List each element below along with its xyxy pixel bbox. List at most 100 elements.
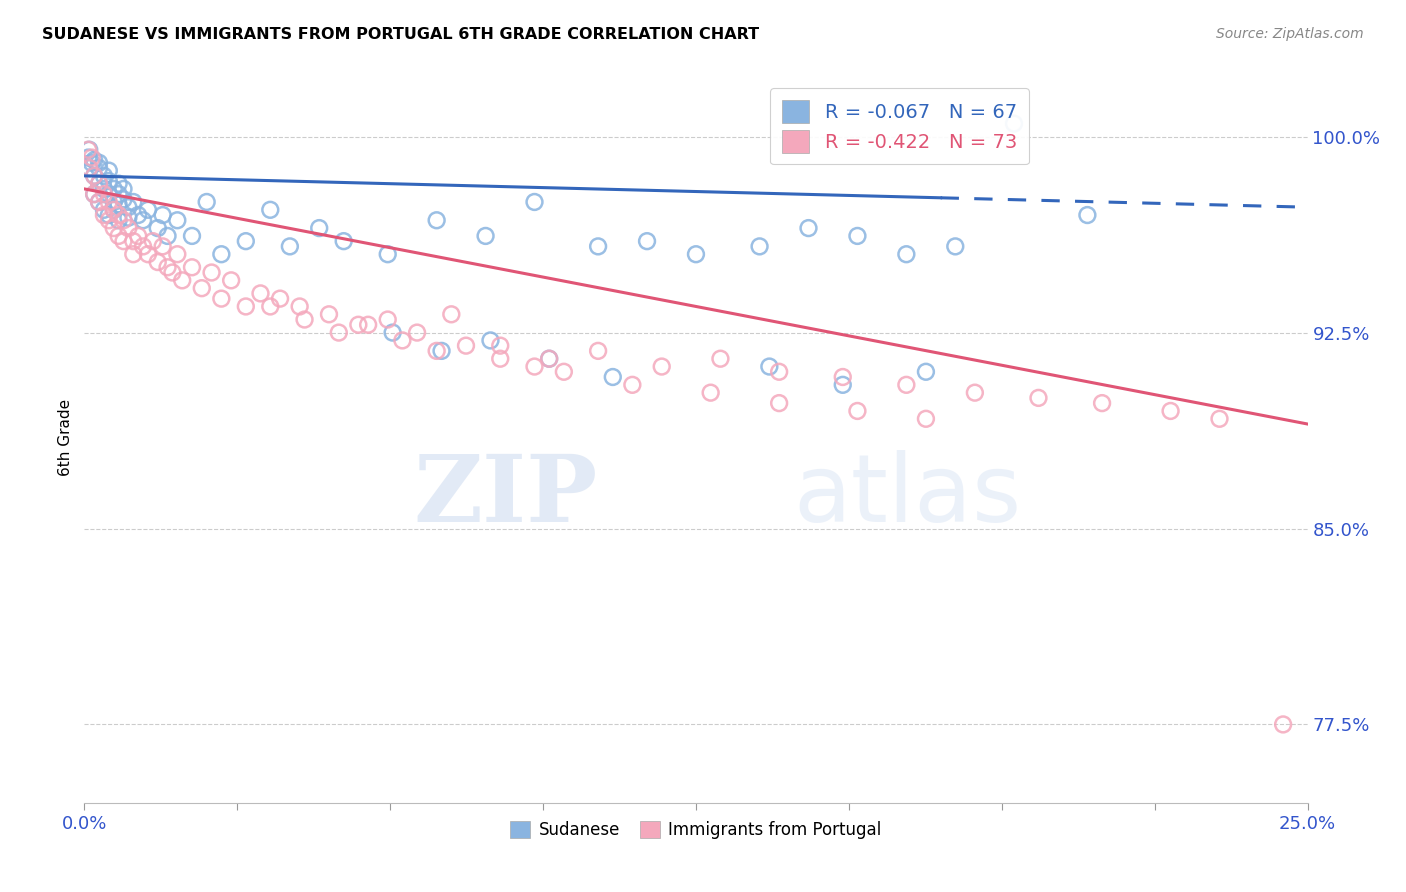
Point: [127, 208, 149, 222]
Point: [1160, 404, 1182, 418]
Point: [127, 228, 149, 243]
Point: [1028, 391, 1050, 405]
Point: [87, 194, 110, 209]
Point: [107, 187, 129, 202]
Point: [553, 365, 575, 379]
Point: [122, 194, 145, 209]
Point: [156, 260, 179, 275]
Point: [103, 194, 125, 209]
Point: [93, 169, 115, 183]
Point: [107, 197, 129, 211]
Point: [651, 359, 673, 374]
Point: [77, 161, 100, 175]
Point: [748, 239, 770, 253]
Point: [943, 239, 966, 253]
Point: [278, 239, 301, 253]
Point: [391, 334, 413, 348]
Point: [107, 213, 129, 227]
Point: [846, 228, 869, 243]
Point: [621, 377, 644, 392]
Point: [915, 365, 938, 379]
Point: [103, 221, 125, 235]
Point: [93, 182, 115, 196]
Text: atlas: atlas: [794, 450, 1022, 541]
Point: [117, 211, 139, 225]
Point: [83, 153, 105, 168]
Point: [259, 202, 281, 217]
Point: [112, 213, 135, 227]
Point: [83, 187, 105, 202]
Point: [103, 202, 125, 217]
Point: [489, 338, 512, 352]
Point: [259, 300, 281, 314]
Point: [831, 377, 853, 392]
Point: [97, 213, 120, 227]
Point: [107, 228, 129, 243]
Y-axis label: 6th Grade: 6th Grade: [58, 399, 73, 475]
Point: [77, 151, 100, 165]
Point: [440, 307, 463, 321]
Point: [474, 228, 496, 243]
Point: [797, 221, 820, 235]
Point: [332, 234, 354, 248]
Point: [768, 396, 790, 410]
Point: [142, 234, 165, 248]
Point: [172, 273, 194, 287]
Point: [146, 255, 169, 269]
Point: [209, 292, 232, 306]
Point: [87, 161, 110, 175]
Point: [709, 351, 731, 366]
Text: SUDANESE VS IMMIGRANTS FROM PORTUGAL 6TH GRADE CORRELATION CHART: SUDANESE VS IMMIGRANTS FROM PORTUGAL 6TH…: [42, 27, 759, 42]
Point: [166, 247, 188, 261]
Point: [219, 273, 242, 287]
Point: [523, 359, 546, 374]
Point: [685, 247, 707, 261]
Point: [209, 247, 232, 261]
Point: [103, 182, 125, 196]
Point: [97, 174, 120, 188]
Point: [846, 404, 869, 418]
Point: [489, 351, 512, 366]
Point: [1091, 396, 1114, 410]
Point: [195, 194, 218, 209]
Point: [132, 213, 155, 227]
Legend: Sudanese, Immigrants from Portugal: Sudanese, Immigrants from Portugal: [503, 814, 889, 846]
Point: [357, 318, 380, 332]
Point: [97, 163, 120, 178]
Point: [77, 143, 100, 157]
Point: [152, 208, 174, 222]
Point: [93, 187, 115, 202]
Point: [523, 194, 546, 209]
Point: [200, 266, 222, 280]
Point: [191, 281, 214, 295]
Point: [146, 221, 169, 235]
Point: [83, 187, 105, 202]
Point: [538, 351, 561, 366]
Point: [80, 155, 103, 169]
Point: [83, 169, 105, 183]
Point: [97, 208, 120, 222]
Point: [479, 334, 502, 348]
Point: [87, 194, 110, 209]
Point: [162, 266, 184, 280]
Point: [117, 221, 139, 235]
Point: [107, 177, 129, 191]
Point: [426, 213, 449, 227]
Point: [430, 343, 453, 358]
Point: [122, 247, 145, 261]
Point: [112, 192, 135, 206]
Point: [377, 247, 399, 261]
Point: [294, 312, 316, 326]
Point: [758, 359, 780, 374]
Point: [107, 208, 129, 222]
Point: [1208, 411, 1230, 425]
Point: [77, 161, 100, 175]
Point: [381, 326, 404, 340]
Point: [235, 234, 257, 248]
Point: [117, 200, 139, 214]
Point: [166, 213, 188, 227]
Point: [586, 239, 609, 253]
Point: [136, 247, 159, 261]
Point: [103, 202, 125, 217]
Point: [77, 143, 100, 157]
